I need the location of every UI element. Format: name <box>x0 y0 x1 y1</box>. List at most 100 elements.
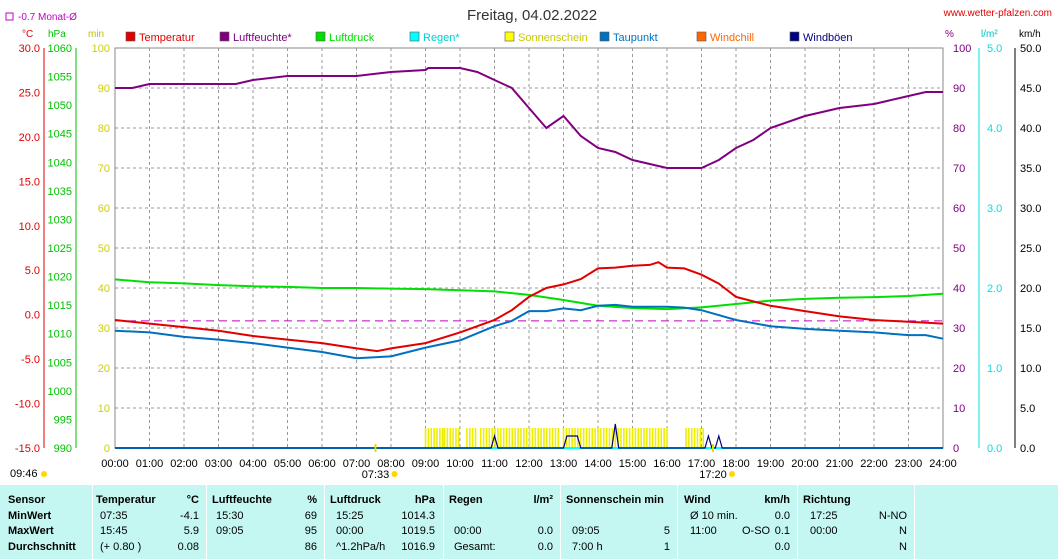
pressure-value: 1016.9 <box>401 541 435 553</box>
direction-value: N-NO <box>878 510 907 522</box>
legend-label: Temperatur <box>139 32 195 44</box>
tick-label-temperature: 30.0 <box>19 43 40 55</box>
sunshine-time: 09:05 <box>572 525 600 537</box>
column-separator <box>443 485 444 559</box>
tick-label-humidity: 10 <box>953 403 965 415</box>
tick-label-sunshine: 30 <box>98 323 110 335</box>
legend-swatch <box>315 31 326 42</box>
tick-label-wind: 25.0 <box>1020 243 1041 255</box>
header-temperature: Temperatur <box>96 494 156 506</box>
tick-label-humidity: 80 <box>953 123 965 135</box>
unit-wind: km/h <box>1019 29 1041 40</box>
series-luftdruck <box>114 278 944 311</box>
header-sensor: Sensor <box>8 494 46 506</box>
temperature-time: 07:35 <box>100 510 128 522</box>
chart-legend: Temperatur Luftfeuchte* Luftdruck Regen* Son… <box>125 31 853 44</box>
tick-label-temperature: -15.0 <box>15 443 40 455</box>
humidity-time: 15:30 <box>216 510 244 522</box>
sunset-label: 17:20 <box>699 469 727 481</box>
x-tick-label: 04:00 <box>239 458 267 470</box>
x-tick-label: 03:00 <box>205 458 233 470</box>
x-tick-label: 19:00 <box>757 458 785 470</box>
temperature-time: (+ 0.80 ) <box>100 541 142 553</box>
x-tick-label: 13:00 <box>550 458 578 470</box>
x-tick-label: 02:00 <box>170 458 198 470</box>
humidity-value: 69 <box>304 510 317 522</box>
tick-label-pressure: 990 <box>54 443 72 455</box>
legend-label: Luftdruck <box>329 32 375 44</box>
tick-label-rain: 0.0 <box>987 443 1002 455</box>
tick-label-sunshine: 70 <box>98 163 110 175</box>
wind-direction: O-SO <box>742 525 771 537</box>
direction-value: N <box>899 541 907 553</box>
series-windben <box>115 423 943 449</box>
x-tick-label: 20:00 <box>791 458 819 470</box>
legend-swatch <box>789 31 800 42</box>
x-tick-label: 10:00 <box>446 458 474 470</box>
unit-humidity: % <box>945 29 954 40</box>
sunshine-value: 5 <box>663 525 670 537</box>
header-rain: Regen <box>449 494 483 506</box>
header-wind-unit: km/h <box>764 494 790 506</box>
x-tick-label: 07:00 <box>343 458 371 470</box>
tick-label-wind: 0.0 <box>1020 443 1035 455</box>
chart-grid <box>115 48 943 448</box>
unit-rain: l/m² <box>981 29 998 40</box>
direction-value: N <box>899 525 907 537</box>
legend-swatch <box>696 31 707 42</box>
x-tick-label: 22:00 <box>860 458 888 470</box>
tick-label-sunshine: 40 <box>98 283 110 295</box>
row-label: MinWert <box>8 510 52 522</box>
legend-label: Windchill <box>710 32 754 44</box>
tick-label-humidity: 0 <box>953 443 959 455</box>
temperature-value: 5.9 <box>183 525 199 537</box>
header-humidity: Luftfeuchte <box>212 494 272 506</box>
tick-label-rain: 5.0 <box>987 43 1002 55</box>
tick-label-pressure: 1040 <box>48 157 72 169</box>
tick-label-wind: 15.0 <box>1020 323 1041 335</box>
legend-label: Taupunkt <box>613 32 658 44</box>
tick-label-temperature: 15.0 <box>19 176 40 188</box>
tick-label-pressure: 1000 <box>48 386 72 398</box>
wind-time: 11:00 <box>690 525 717 537</box>
column-separator <box>560 485 561 559</box>
x-tick-label: 21:00 <box>826 458 854 470</box>
legend-item: Regen* <box>409 31 460 44</box>
direction-time: 17:25 <box>810 510 838 522</box>
x-tick-label: 09:00 <box>412 458 440 470</box>
wind-value: 0.1 <box>774 525 790 537</box>
x-tick-label: 14:00 <box>584 458 612 470</box>
tick-label-temperature: 20.0 <box>19 132 40 144</box>
tick-label-pressure: 995 <box>54 414 72 426</box>
weather-chart: 30.0 25.0 20.0 15.0 10.0 5.0 0.0 -5.0 -10.0 -15.0… <box>5 7 1052 481</box>
legend-label: Sonnenschein <box>518 32 588 44</box>
humidity-value: 86 <box>304 541 317 553</box>
column-separator <box>677 485 678 559</box>
row-label: Durchschnitt <box>8 541 76 553</box>
header-sunshine: Sonnenschein min <box>566 494 664 506</box>
temperature-time: 15:45 <box>100 525 128 537</box>
series-temperatur <box>114 261 944 353</box>
x-tick-label: 11:00 <box>481 458 508 470</box>
rain-value: 0.0 <box>537 525 553 537</box>
rain-time: Gesamt: <box>454 541 496 553</box>
tick-label-pressure: 1060 <box>48 43 72 55</box>
legend-item: Windböen <box>789 31 853 44</box>
legend-swatch <box>599 31 610 42</box>
wind-time: Ø 10 min. <box>690 510 738 522</box>
header-humidity-unit: % <box>307 494 317 506</box>
legend-swatch <box>409 31 420 42</box>
tick-label-wind: 20.0 <box>1020 283 1041 295</box>
temperature-value: -4.1 <box>180 510 199 522</box>
direction-time: 00:00 <box>810 525 838 537</box>
humidity-time: 09:05 <box>216 525 244 537</box>
site-link[interactable]: www.wetter-pfalzen.com <box>943 8 1052 19</box>
tick-label-sunshine: 0 <box>104 443 110 455</box>
tick-label-humidity: 60 <box>953 203 965 215</box>
monthly-avg-label: -0.7 Monat-Ø <box>18 12 77 23</box>
tick-label-rain: 2.0 <box>987 283 1002 295</box>
tick-label-humidity: 30 <box>953 323 965 335</box>
tick-label-rain: 3.0 <box>987 203 1002 215</box>
tick-label-sunshine: 90 <box>98 83 110 95</box>
chart-series <box>114 67 944 449</box>
